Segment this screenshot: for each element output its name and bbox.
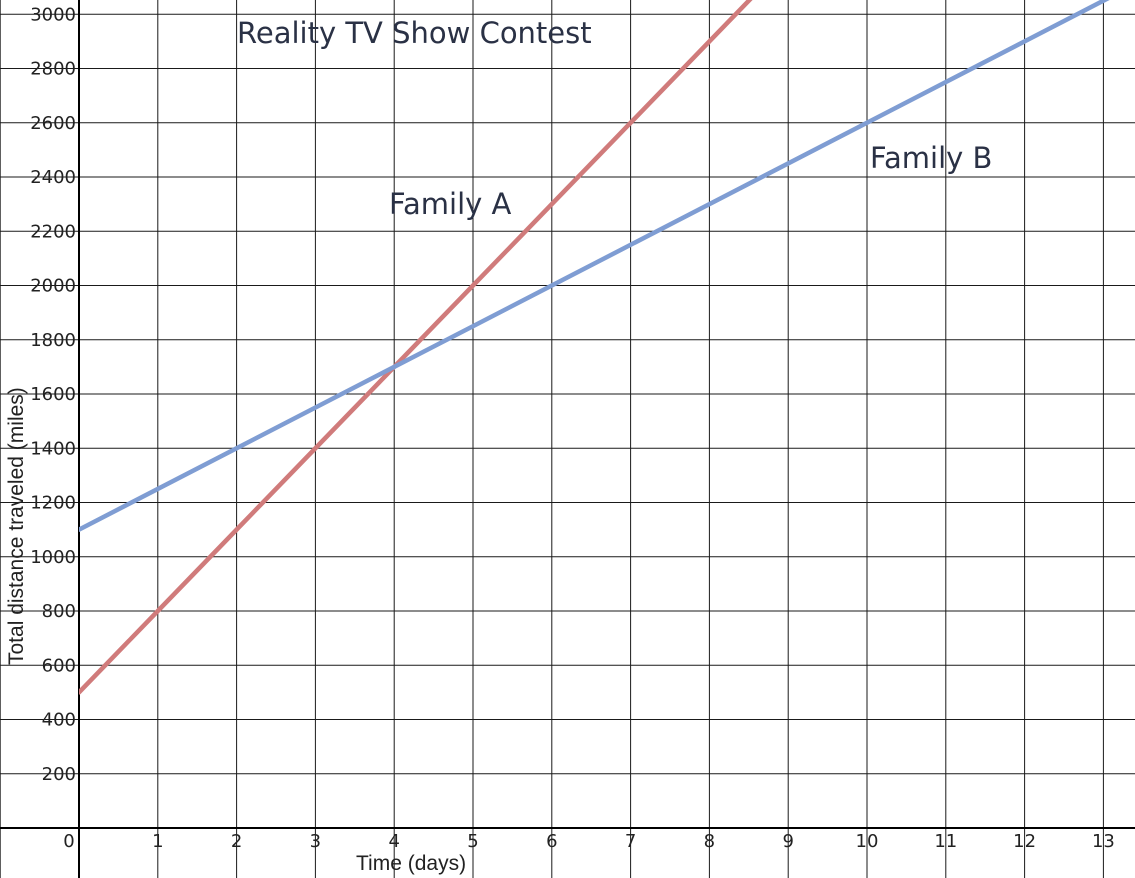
x-tick-label: 9 <box>782 831 793 852</box>
y-tick-label: 3000 <box>30 4 76 25</box>
x-tick-label: 11 <box>934 831 957 852</box>
y-tick-label: 800 <box>42 601 76 622</box>
x-tick-label: 10 <box>856 831 879 852</box>
y-tick-label: 2600 <box>30 113 76 134</box>
y-tick-label: 200 <box>42 764 76 785</box>
y-tick-label: 2400 <box>30 167 76 188</box>
y-tick-label: 1200 <box>30 493 76 514</box>
y-tick-label: 2800 <box>30 59 76 80</box>
x-tick-label: 1 <box>152 831 163 852</box>
x-tick-label: 4 <box>388 831 399 852</box>
y-tick-label: 1600 <box>30 384 76 405</box>
y-tick-label: 600 <box>42 655 76 676</box>
y-tick-label: 2200 <box>30 221 76 242</box>
x-tick-label: 13 <box>1092 831 1115 852</box>
y-axis-label: Total distance traveled (miles) <box>5 387 28 665</box>
series-label-family-a: Family A <box>389 187 512 221</box>
y-tick-label: 1800 <box>30 330 76 351</box>
tick-labels: 1 2 3 4 5 6 7 8 9 10 11 12 1302004006008001000120014… <box>30 4 1115 852</box>
series-label-family-b: Family B <box>870 141 992 175</box>
series-lines <box>79 0 1110 695</box>
x-tick-label: 3 <box>310 831 321 852</box>
x-tick-label: 12 <box>1013 831 1036 852</box>
x-axis-label: Time (days) <box>356 852 466 875</box>
x-tick-label: 7 <box>625 831 636 852</box>
y-tick-label: 400 <box>42 710 76 731</box>
chart-title: Reality TV Show Contest <box>237 16 592 50</box>
y-tick-label: 1400 <box>30 438 76 459</box>
y-tick-label: 1000 <box>30 547 76 568</box>
origin-label: 0 <box>63 831 74 852</box>
x-tick-label: 5 <box>467 831 478 852</box>
series-line-family-a <box>79 0 753 695</box>
x-tick-label: 6 <box>546 831 557 852</box>
x-tick-label: 8 <box>704 831 715 852</box>
series-line-family-b <box>79 0 1110 532</box>
y-tick-label: 2000 <box>30 276 76 297</box>
x-tick-label: 2 <box>231 831 242 852</box>
